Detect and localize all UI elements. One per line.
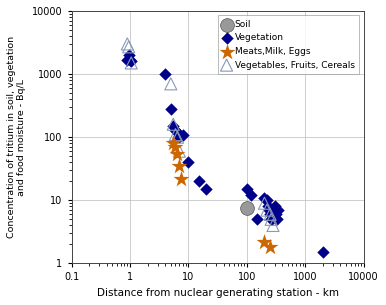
Vegetables, Fruits, Cereals	[261, 201, 267, 206]
Meats,Milk, Eggs	[170, 141, 176, 146]
Legend: Soil, Vegetation, Meats,Milk, Eggs, Vegetables, Fruits, Cereals: Soil, Vegetation, Meats,Milk, Eggs, Vege…	[218, 16, 359, 74]
Vegetation	[269, 217, 275, 222]
Vegetation	[170, 124, 176, 128]
Vegetation	[264, 198, 270, 203]
Vegetables, Fruits, Cereals	[267, 212, 273, 217]
Vegetables, Fruits, Cereals	[270, 223, 276, 228]
Vegetation	[266, 208, 272, 213]
Vegetables, Fruits, Cereals	[173, 132, 179, 137]
Vegetation	[196, 179, 202, 184]
Vegetation	[128, 59, 134, 64]
Vegetation	[270, 208, 276, 213]
Vegetation	[265, 204, 271, 209]
Vegetation	[173, 127, 179, 132]
Meats,Milk, Eggs	[176, 163, 183, 168]
Vegetation	[162, 72, 168, 77]
Vegetation	[127, 57, 133, 62]
Vegetation	[185, 160, 191, 165]
Vegetables, Fruits, Cereals	[125, 45, 132, 49]
Vegetation	[271, 212, 277, 217]
Vegetables, Fruits, Cereals	[268, 217, 274, 222]
Vegetation	[261, 195, 267, 200]
Vegetation	[249, 193, 255, 198]
Meats,Milk, Eggs	[178, 176, 184, 181]
Vegetables, Fruits, Cereals	[264, 208, 270, 213]
Soil	[244, 206, 250, 211]
Vegetation	[273, 217, 279, 222]
Vegetation	[125, 53, 132, 58]
Vegetation	[273, 212, 279, 217]
Vegetation	[268, 217, 274, 222]
Vegetation	[274, 217, 280, 222]
Vegetation	[168, 106, 174, 111]
Vegetation	[275, 208, 281, 213]
Vegetables, Fruits, Cereals	[124, 41, 130, 46]
Y-axis label: Concentration of tritium in soil, vegetation
and food moisture - Bq/L: Concentration of tritium in soil, vegeta…	[7, 36, 26, 238]
Vegetables, Fruits, Cereals	[128, 60, 134, 65]
Vegetation	[272, 204, 278, 209]
Vegetation	[124, 57, 130, 62]
Vegetation	[203, 187, 209, 192]
Vegetation	[176, 135, 183, 140]
Vegetables, Fruits, Cereals	[170, 122, 176, 127]
Vegetables, Fruits, Cereals	[168, 81, 174, 86]
Vegetation	[267, 212, 273, 217]
Meats,Milk, Eggs	[261, 239, 267, 244]
Vegetation	[254, 217, 260, 222]
Meats,Milk, Eggs	[267, 245, 273, 250]
Vegetation	[179, 132, 186, 137]
Vegetables, Fruits, Cereals	[176, 149, 183, 154]
Vegetation	[174, 130, 181, 135]
Meats,Milk, Eggs	[173, 145, 179, 149]
Vegetation	[320, 250, 326, 255]
Vegetation	[244, 187, 250, 192]
X-axis label: Distance from nuclear generating station - km: Distance from nuclear generating station…	[96, 288, 339, 298]
Meats,Milk, Eggs	[174, 151, 181, 156]
Vegetables, Fruits, Cereals	[174, 135, 181, 140]
